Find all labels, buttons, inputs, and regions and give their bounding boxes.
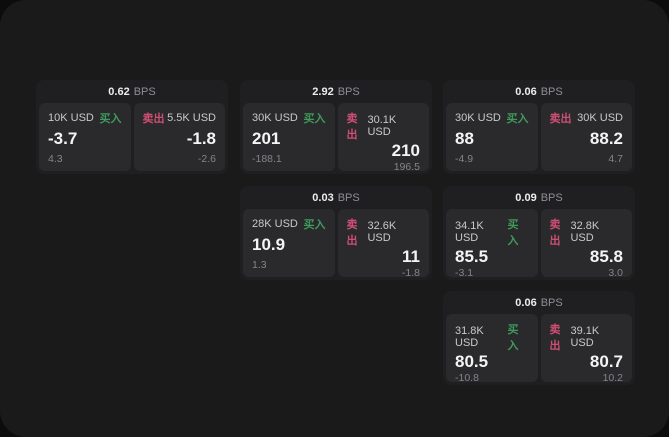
sell-side-label: 卖出 (346, 113, 358, 141)
bps-unit-label: BPS (337, 85, 360, 98)
sell-sub-value: 3.0 (608, 266, 623, 279)
buy-sub-value: -4.9 (455, 153, 474, 165)
bps-spread-value: 0.06 (515, 296, 537, 309)
bps-spread-value: 0.03 (312, 191, 334, 204)
sell-price-value: 210 (391, 141, 420, 160)
quote-card: 2.92 BPS 30K USD 买入 201 -188.1 卖出 30.1K … (240, 80, 432, 174)
quote-card: 0.06 BPS 31.8K USD 买入 80.5 -10.8 卖出 39.1… (443, 291, 635, 385)
buy-side-label: 买入 (507, 219, 519, 247)
bid-ask-panels: 31.8K USD 买入 80.5 -10.8 卖出 39.1K USD 80.… (446, 314, 632, 384)
buy-price-value: 80.5 (455, 352, 489, 371)
sell-price-value: 88.2 (589, 129, 623, 149)
buy-panel[interactable]: 30K USD 买入 201 -188.1 (243, 103, 335, 171)
buy-price-value: 201 (252, 129, 281, 149)
bps-unit-label: BPS (540, 85, 563, 98)
buy-sub-value: -188.1 (252, 153, 282, 165)
buy-size-label: 34.1K USD (455, 220, 484, 244)
sell-price-value: 11 (402, 247, 420, 266)
bps-unit-label: BPS (133, 85, 156, 98)
sell-size-label: 30K USD (577, 112, 623, 124)
buy-price-value: 88 (455, 129, 474, 149)
buy-side-label: 买入 (507, 324, 519, 352)
buy-side-label: 买入 (303, 219, 326, 231)
sell-side-label: 卖出 (549, 219, 561, 247)
buy-size-label: 30K USD (455, 112, 501, 124)
bps-unit-label: BPS (540, 296, 563, 309)
sell-panel[interactable]: 卖出 30.1K USD 210 196.5 (337, 103, 429, 173)
buy-size-label: 10K USD (48, 112, 94, 124)
quote-card: 0.06 BPS 30K USD 买入 88 -4.9 卖出 30K USD 8… (443, 80, 635, 174)
bps-spread-value: 0.62 (108, 85, 130, 98)
sell-size-label: 39.1K USD (570, 325, 600, 349)
bps-spread-value: 2.92 (312, 85, 334, 98)
bps-unit-label: BPS (540, 191, 563, 204)
sell-price-value: 80.7 (589, 352, 623, 371)
sell-size-label: 32.6K USD (367, 220, 397, 244)
sell-panel[interactable]: 卖出 32.8K USD 85.8 3.0 (540, 209, 632, 279)
bid-ask-panels: 30K USD 买入 88 -4.9 卖出 30K USD 88.2 4.7 (446, 103, 632, 171)
sell-panel[interactable]: 卖出 39.1K USD 80.7 10.2 (540, 314, 632, 384)
bid-ask-panels: 28K USD 买入 10.9 1.3 卖出 32.6K USD 11 -1.8 (243, 209, 429, 279)
buy-sub-value: -3.1 (455, 266, 474, 279)
sell-sub-value: 196.5 (393, 160, 420, 173)
sell-panel[interactable]: 卖出 5.5K USD -1.8 -2.6 (133, 103, 225, 171)
sell-side-label: 卖出 (549, 113, 572, 125)
buy-panel[interactable]: 34.1K USD 买入 85.5 -3.1 (446, 209, 538, 279)
buy-sub-value: 1.3 (252, 259, 267, 271)
sell-sub-value: 10.2 (602, 371, 623, 384)
buy-sub-value: 4.3 (48, 153, 63, 165)
buy-panel[interactable]: 10K USD 买入 -3.7 4.3 (39, 103, 131, 171)
sell-panel[interactable]: 卖出 32.6K USD 11 -1.8 (337, 209, 429, 279)
sell-sub-value: -2.6 (197, 153, 216, 165)
sell-sub-value: -1.8 (401, 266, 420, 279)
buy-price-value: 10.9 (252, 235, 286, 255)
buy-panel[interactable]: 30K USD 买入 88 -4.9 (446, 103, 538, 171)
card-header: 2.92 BPS (243, 80, 429, 103)
sell-size-label: 30.1K USD (367, 114, 397, 138)
bid-ask-panels: 10K USD 买入 -3.7 4.3 卖出 5.5K USD -1.8 -2.… (39, 103, 225, 171)
buy-size-label: 31.8K USD (455, 325, 484, 349)
bps-spread-value: 0.06 (515, 85, 537, 98)
sell-panel[interactable]: 卖出 30K USD 88.2 4.7 (540, 103, 632, 171)
quote-card: 0.03 BPS 28K USD 买入 10.9 1.3 卖出 32.6K US… (240, 186, 432, 280)
bid-ask-panels: 30K USD 买入 201 -188.1 卖出 30.1K USD 210 1… (243, 103, 429, 173)
card-header: 0.03 BPS (243, 186, 429, 209)
sell-side-label: 卖出 (549, 324, 561, 352)
buy-price-value: 85.5 (455, 247, 489, 266)
card-header: 0.62 BPS (39, 80, 225, 103)
bps-spread-value: 0.09 (515, 191, 537, 204)
buy-side-label: 买入 (99, 113, 122, 125)
sell-side-label: 卖出 (346, 219, 358, 247)
card-header: 0.06 BPS (446, 291, 632, 314)
sell-price-value: -1.8 (186, 129, 216, 149)
sell-size-label: 5.5K USD (167, 112, 216, 124)
buy-sub-value: -10.8 (455, 371, 479, 384)
sell-sub-value: 4.7 (608, 153, 623, 165)
bid-ask-panels: 34.1K USD 买入 85.5 -3.1 卖出 32.8K USD 85.8… (446, 209, 632, 279)
buy-side-label: 买入 (303, 113, 326, 125)
buy-price-value: -3.7 (48, 129, 78, 149)
buy-panel[interactable]: 31.8K USD 买入 80.5 -10.8 (446, 314, 538, 384)
bps-unit-label: BPS (337, 191, 360, 204)
buy-size-label: 30K USD (252, 112, 298, 124)
quote-card: 0.62 BPS 10K USD 买入 -3.7 4.3 卖出 5.5K USD… (36, 80, 228, 174)
buy-panel[interactable]: 28K USD 买入 10.9 1.3 (243, 209, 335, 277)
card-header: 0.06 BPS (446, 80, 632, 103)
sell-side-label: 卖出 (142, 113, 165, 125)
buy-side-label: 买入 (506, 113, 529, 125)
sell-size-label: 32.8K USD (570, 220, 600, 244)
quote-card: 0.09 BPS 34.1K USD 买入 85.5 -3.1 卖出 32.8K… (443, 186, 635, 280)
card-header: 0.09 BPS (446, 186, 632, 209)
buy-size-label: 28K USD (252, 218, 298, 230)
sell-price-value: 85.8 (589, 247, 623, 266)
